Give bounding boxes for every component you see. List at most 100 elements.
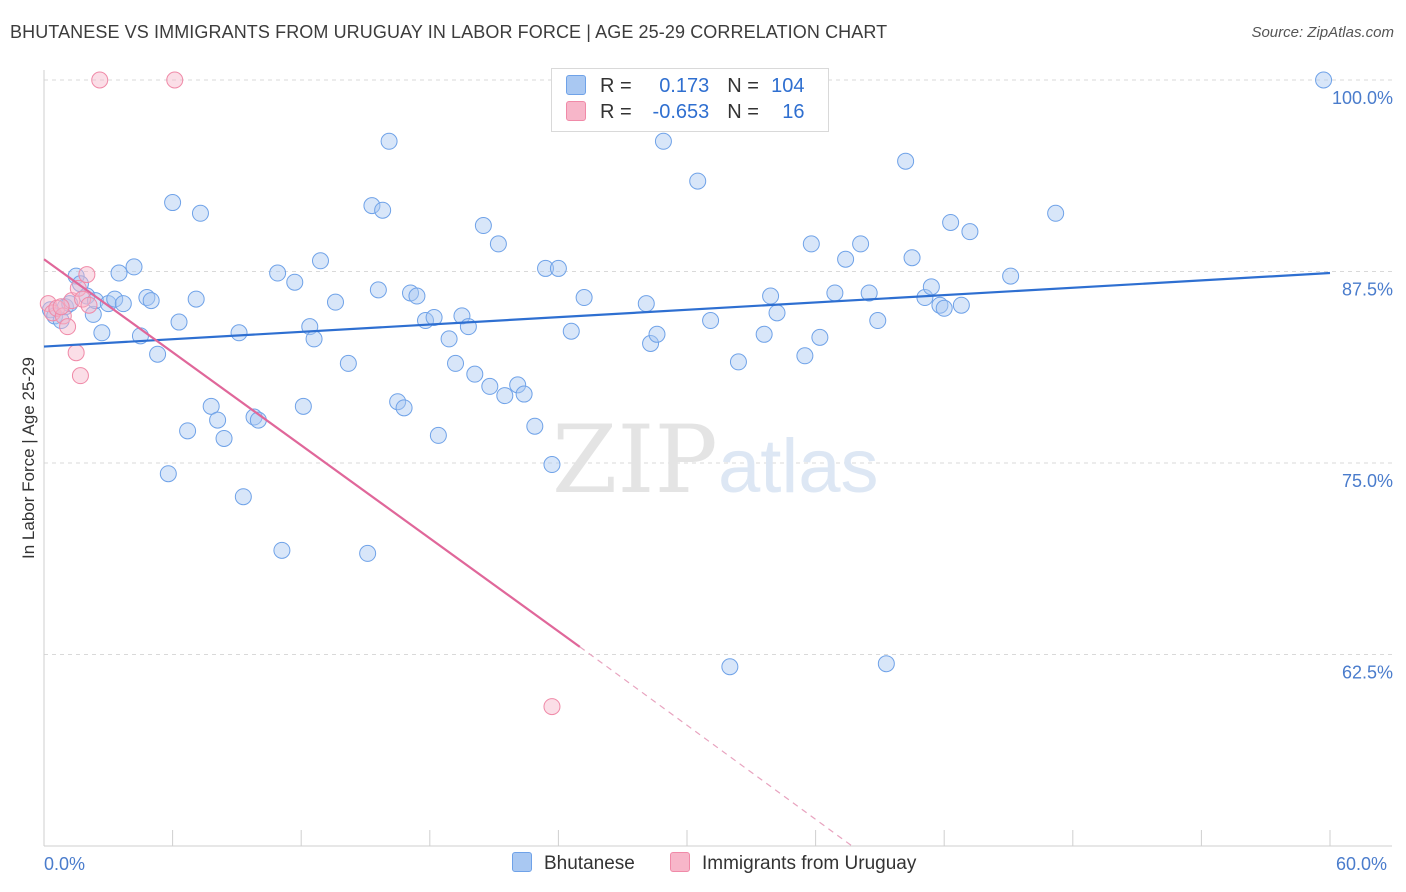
bottom-legend-label: Bhutanese (544, 853, 635, 874)
data-point (826, 284, 844, 302)
data-point (869, 312, 887, 330)
data-point (1315, 71, 1333, 89)
data-point (942, 213, 960, 231)
legend-swatch-uruguay (566, 101, 586, 121)
bottom-legend-swatch-bhutanese (512, 852, 532, 872)
data-point (860, 284, 878, 302)
data-point (170, 313, 188, 331)
data-point (549, 259, 567, 277)
data-point (474, 217, 492, 235)
data-point (952, 296, 970, 314)
data-point (1002, 267, 1020, 285)
data-point (305, 330, 323, 348)
data-point (164, 194, 182, 212)
data-point (215, 429, 233, 447)
y-tick-labels: 62.5% 75.0% 87.5% 100.0% (1332, 88, 1393, 683)
data-point (149, 345, 167, 363)
legend-row-bhutanese: R = 0.173 N = 104 (566, 75, 805, 99)
data-point (509, 376, 527, 394)
data-point (537, 259, 555, 277)
data-point (273, 541, 291, 559)
data-point (187, 290, 205, 308)
data-point (877, 655, 895, 673)
data-point (191, 204, 209, 222)
data-point (71, 367, 89, 385)
data-point (852, 235, 870, 253)
data-point (440, 330, 458, 348)
data-point (106, 290, 124, 308)
data-point (897, 152, 915, 170)
data-point (453, 307, 471, 325)
data-point (230, 324, 248, 342)
data-point (922, 278, 940, 296)
axes (43, 70, 1392, 847)
data-point (369, 281, 387, 299)
y-tick-label: 62.5% (1342, 663, 1393, 683)
data-point (80, 296, 98, 314)
bottom-legend-label: Immigrants from Uruguay (702, 853, 917, 874)
data-point (796, 347, 814, 365)
data-point (74, 290, 92, 308)
series-bhutanese (41, 71, 1333, 676)
data-point (78, 266, 96, 284)
data-point (363, 197, 381, 215)
data-point (408, 287, 426, 305)
data-point (575, 289, 593, 307)
data-point (935, 299, 953, 317)
data-point (729, 353, 747, 371)
watermark-zip: ZIP (552, 406, 718, 515)
data-point (496, 387, 514, 405)
data-point (286, 273, 304, 291)
y-axis-label: In Labor Force | Age 25-29 (19, 357, 38, 559)
data-point (395, 399, 413, 417)
legend-row-uruguay: R = -0.653 N = 16 (566, 101, 805, 125)
data-point (654, 132, 672, 150)
data-point (326, 293, 344, 311)
data-point (837, 250, 855, 268)
trend-line-bhutanese (43, 271, 1331, 348)
data-point (125, 258, 143, 276)
data-point (961, 223, 979, 241)
data-point (425, 308, 443, 326)
data-point (91, 71, 109, 89)
y-tick-label: 100.0% (1332, 88, 1393, 108)
data-point (802, 235, 820, 253)
data-point (110, 264, 128, 282)
data-point (69, 279, 87, 297)
data-point (755, 325, 773, 343)
data-point (311, 252, 329, 270)
legend-n-value: 16 (782, 101, 805, 123)
data-point (489, 235, 507, 253)
data-point (84, 305, 102, 323)
data-point (481, 377, 499, 395)
stats-legend: R = 0.173 N = 104 R = -0.653 N = 16 (551, 68, 829, 132)
data-point (562, 322, 580, 340)
data-point (702, 312, 720, 330)
data-point (52, 298, 70, 316)
data-point (234, 488, 252, 506)
data-point (159, 465, 177, 483)
legend-n-label: N = (727, 101, 759, 123)
data-point (762, 287, 780, 305)
data-point (294, 397, 312, 415)
data-point (526, 417, 544, 435)
legend-r-value: 0.173 (659, 75, 710, 97)
y-tick-label: 75.0% (1342, 471, 1393, 491)
bottom-legend-swatch-uruguay (670, 852, 690, 872)
chart-source: Source: ZipAtlas.com (1251, 24, 1394, 41)
data-point (202, 397, 220, 415)
x-tick-label-min: 0.0% (44, 854, 85, 874)
bottom-legend-bhutanese: Bhutanese (512, 852, 635, 875)
data-point (142, 292, 160, 310)
legend-r-label: R = (600, 75, 632, 97)
legend-n-label: N = (727, 75, 759, 97)
chart-title: BHUTANESE VS IMMIGRANTS FROM URUGUAY IN … (10, 22, 888, 42)
data-point (59, 318, 77, 336)
data-point (39, 295, 57, 313)
gridlines (44, 79, 1392, 655)
y-tick-label: 87.5% (1342, 280, 1393, 300)
data-point (721, 658, 739, 676)
data-point (447, 354, 465, 372)
data-point (339, 354, 357, 372)
